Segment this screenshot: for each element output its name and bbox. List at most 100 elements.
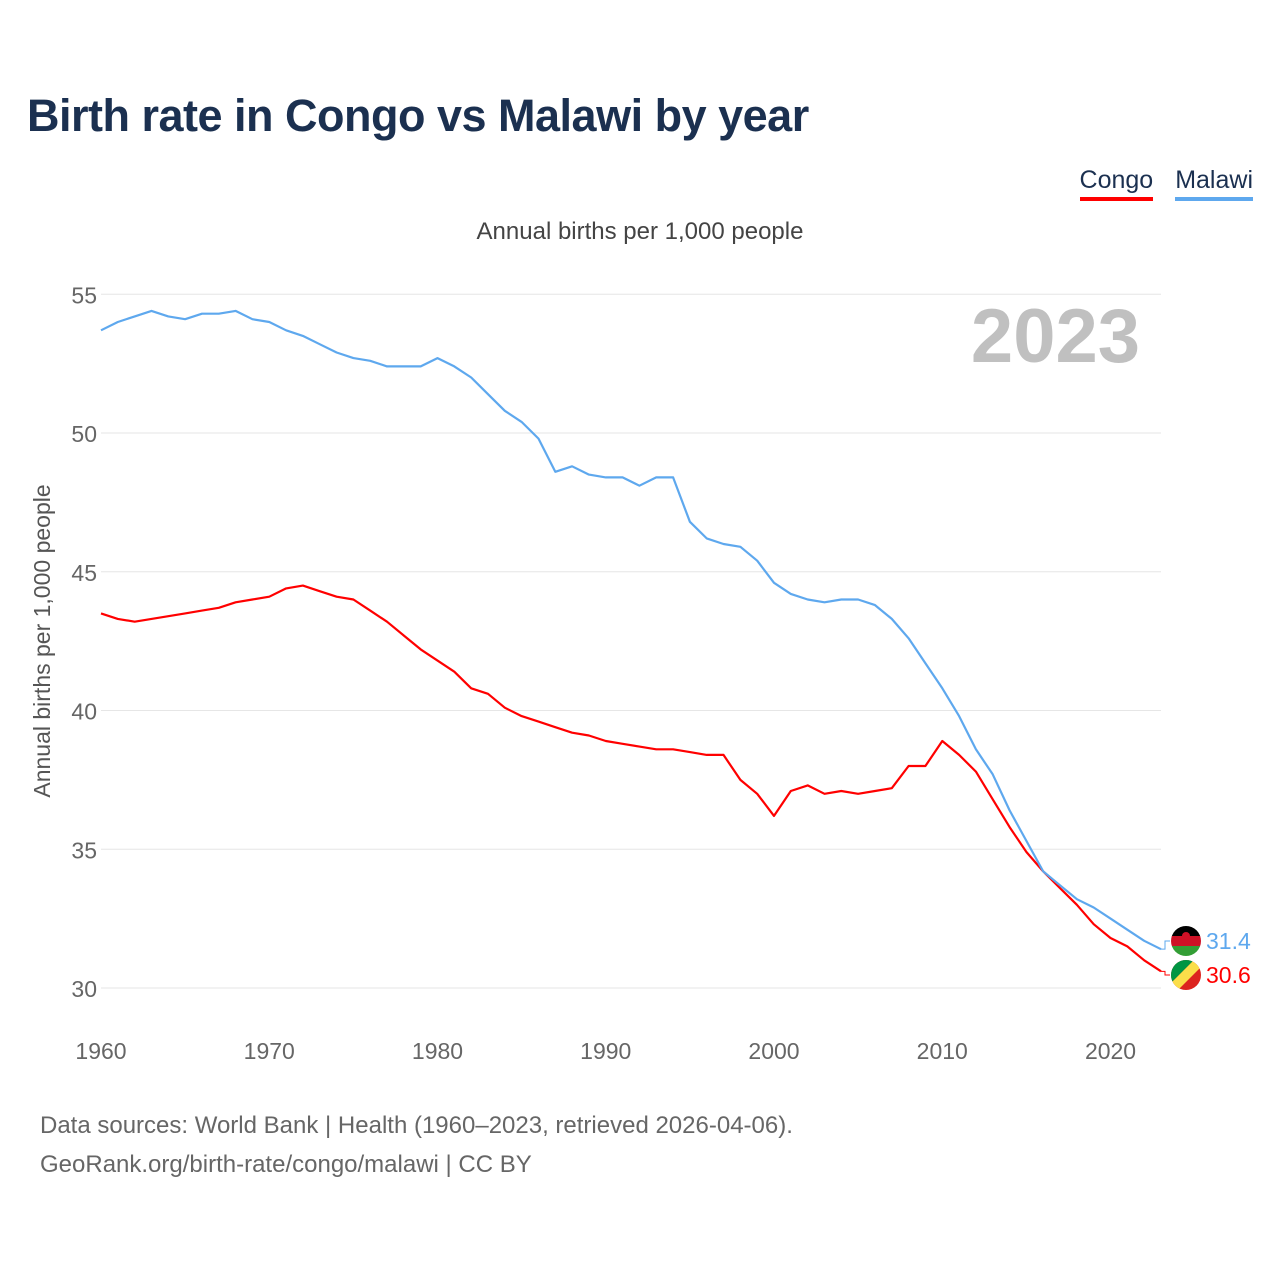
- data-point-congo: [990, 796, 996, 802]
- data-point-congo: [603, 738, 609, 744]
- data-point-congo: [334, 594, 340, 600]
- data-point-malawi: [249, 316, 255, 322]
- source-link[interactable]: GeoRank.org/birth-rate/congo/malawi | CC…: [40, 1151, 532, 1178]
- data-point-congo: [939, 738, 945, 744]
- data-point-congo: [350, 597, 356, 603]
- data-point-congo: [115, 616, 121, 622]
- data-point-malawi: [653, 474, 659, 480]
- data-point-malawi: [216, 311, 222, 317]
- chart-title: Birth rate in Congo vs Malawi by year: [27, 90, 809, 141]
- data-point-malawi: [1023, 838, 1029, 844]
- data-point-malawi: [300, 333, 306, 339]
- connector-malawi: [1161, 940, 1170, 950]
- data-point-malawi: [1108, 916, 1114, 922]
- data-point-congo: [418, 646, 424, 652]
- data-point-congo: [670, 746, 676, 752]
- chart-subtitle: Annual births per 1,000 people: [476, 218, 804, 245]
- data-point-congo: [1108, 935, 1114, 941]
- data-point-congo: [754, 791, 760, 797]
- data-point-congo: [300, 583, 306, 589]
- data-point-malawi: [838, 597, 844, 603]
- data-point-malawi: [384, 363, 390, 369]
- series-line-malawi: [100, 309, 1162, 951]
- data-point-congo: [401, 633, 407, 639]
- data-point-congo: [956, 752, 962, 758]
- data-point-malawi: [182, 316, 188, 322]
- data-point-malawi: [1057, 882, 1063, 888]
- data-point-malawi: [266, 319, 272, 325]
- end-label-congo: 30.6: [1206, 962, 1251, 988]
- data-point-congo: [788, 788, 794, 794]
- x-tick-label: 1980: [412, 1038, 463, 1064]
- x-tick-label: 2000: [748, 1038, 799, 1064]
- data-point-congo: [233, 599, 239, 605]
- data-point-malawi: [199, 311, 205, 317]
- data-point-malawi: [1141, 938, 1147, 944]
- data-point-malawi: [956, 713, 962, 719]
- y-tick-label: 45: [71, 560, 97, 586]
- data-point-congo: [468, 685, 474, 691]
- data-point-congo: [653, 746, 659, 752]
- congo-flag-icon: [1171, 960, 1201, 990]
- data-point-malawi: [502, 408, 508, 414]
- data-point-malawi: [721, 541, 727, 547]
- data-point-malawi: [115, 319, 121, 325]
- data-point-malawi: [233, 308, 239, 314]
- data-point-malawi: [737, 544, 743, 550]
- data-point-congo: [1007, 824, 1013, 830]
- data-point-congo: [704, 752, 710, 758]
- data-point-malawi: [451, 363, 457, 369]
- data-point-malawi: [1124, 927, 1130, 933]
- data-point-congo: [451, 669, 457, 675]
- data-point-malawi: [535, 436, 541, 442]
- data-point-malawi: [889, 616, 895, 622]
- footer: Data sources: World Bank | Health (1960–…: [40, 1106, 793, 1184]
- legend-malawi[interactable]: Malawi: [1175, 166, 1253, 201]
- data-point-congo: [519, 713, 525, 719]
- data-point-malawi: [586, 472, 592, 478]
- x-tick-label: 1970: [244, 1038, 295, 1064]
- connector-congo: [1161, 970, 1170, 976]
- data-point-malawi: [872, 602, 878, 608]
- data-point-malawi: [148, 308, 154, 314]
- legend-congo[interactable]: Congo: [1079, 166, 1154, 201]
- x-tick-label: 1960: [75, 1038, 126, 1064]
- data-point-congo: [249, 597, 255, 603]
- data-point-congo: [485, 691, 491, 697]
- data-point-congo: [1141, 957, 1147, 963]
- data-point-congo: [148, 616, 154, 622]
- y-axis-label: Annual births per 1,000 people: [29, 484, 55, 797]
- data-point-congo: [586, 732, 592, 738]
- data-point-malawi: [418, 363, 424, 369]
- data-source: Data sources: World Bank | Health (1960–…: [40, 1112, 793, 1139]
- data-point-congo: [636, 744, 642, 750]
- data-point-malawi: [620, 474, 626, 480]
- data-point-malawi: [165, 313, 171, 319]
- data-point-congo: [1124, 943, 1130, 949]
- data-point-congo: [889, 785, 895, 791]
- data-point-malawi: [401, 363, 407, 369]
- data-point-malawi: [754, 558, 760, 564]
- data-point-congo: [1023, 849, 1029, 855]
- data-point-congo: [838, 788, 844, 794]
- data-point-malawi: [283, 327, 289, 333]
- y-tick-label: 40: [71, 699, 97, 725]
- data-point-congo: [367, 608, 373, 614]
- data-point-malawi: [468, 375, 474, 381]
- data-point-malawi: [317, 341, 323, 347]
- data-point-congo: [906, 763, 912, 769]
- y-tick-label: 35: [71, 837, 97, 863]
- data-point-malawi: [636, 483, 642, 489]
- data-point-malawi: [132, 313, 138, 319]
- data-point-congo: [805, 782, 811, 788]
- data-point-malawi: [788, 591, 794, 597]
- data-point-congo: [165, 613, 171, 619]
- y-tick-label: 30: [71, 976, 97, 1002]
- data-point-congo: [620, 741, 626, 747]
- data-point-malawi: [1074, 896, 1080, 902]
- data-point-congo: [182, 610, 188, 616]
- data-point-malawi: [704, 535, 710, 541]
- data-point-congo: [821, 791, 827, 797]
- data-point-malawi: [973, 746, 979, 752]
- data-point-congo: [384, 619, 390, 625]
